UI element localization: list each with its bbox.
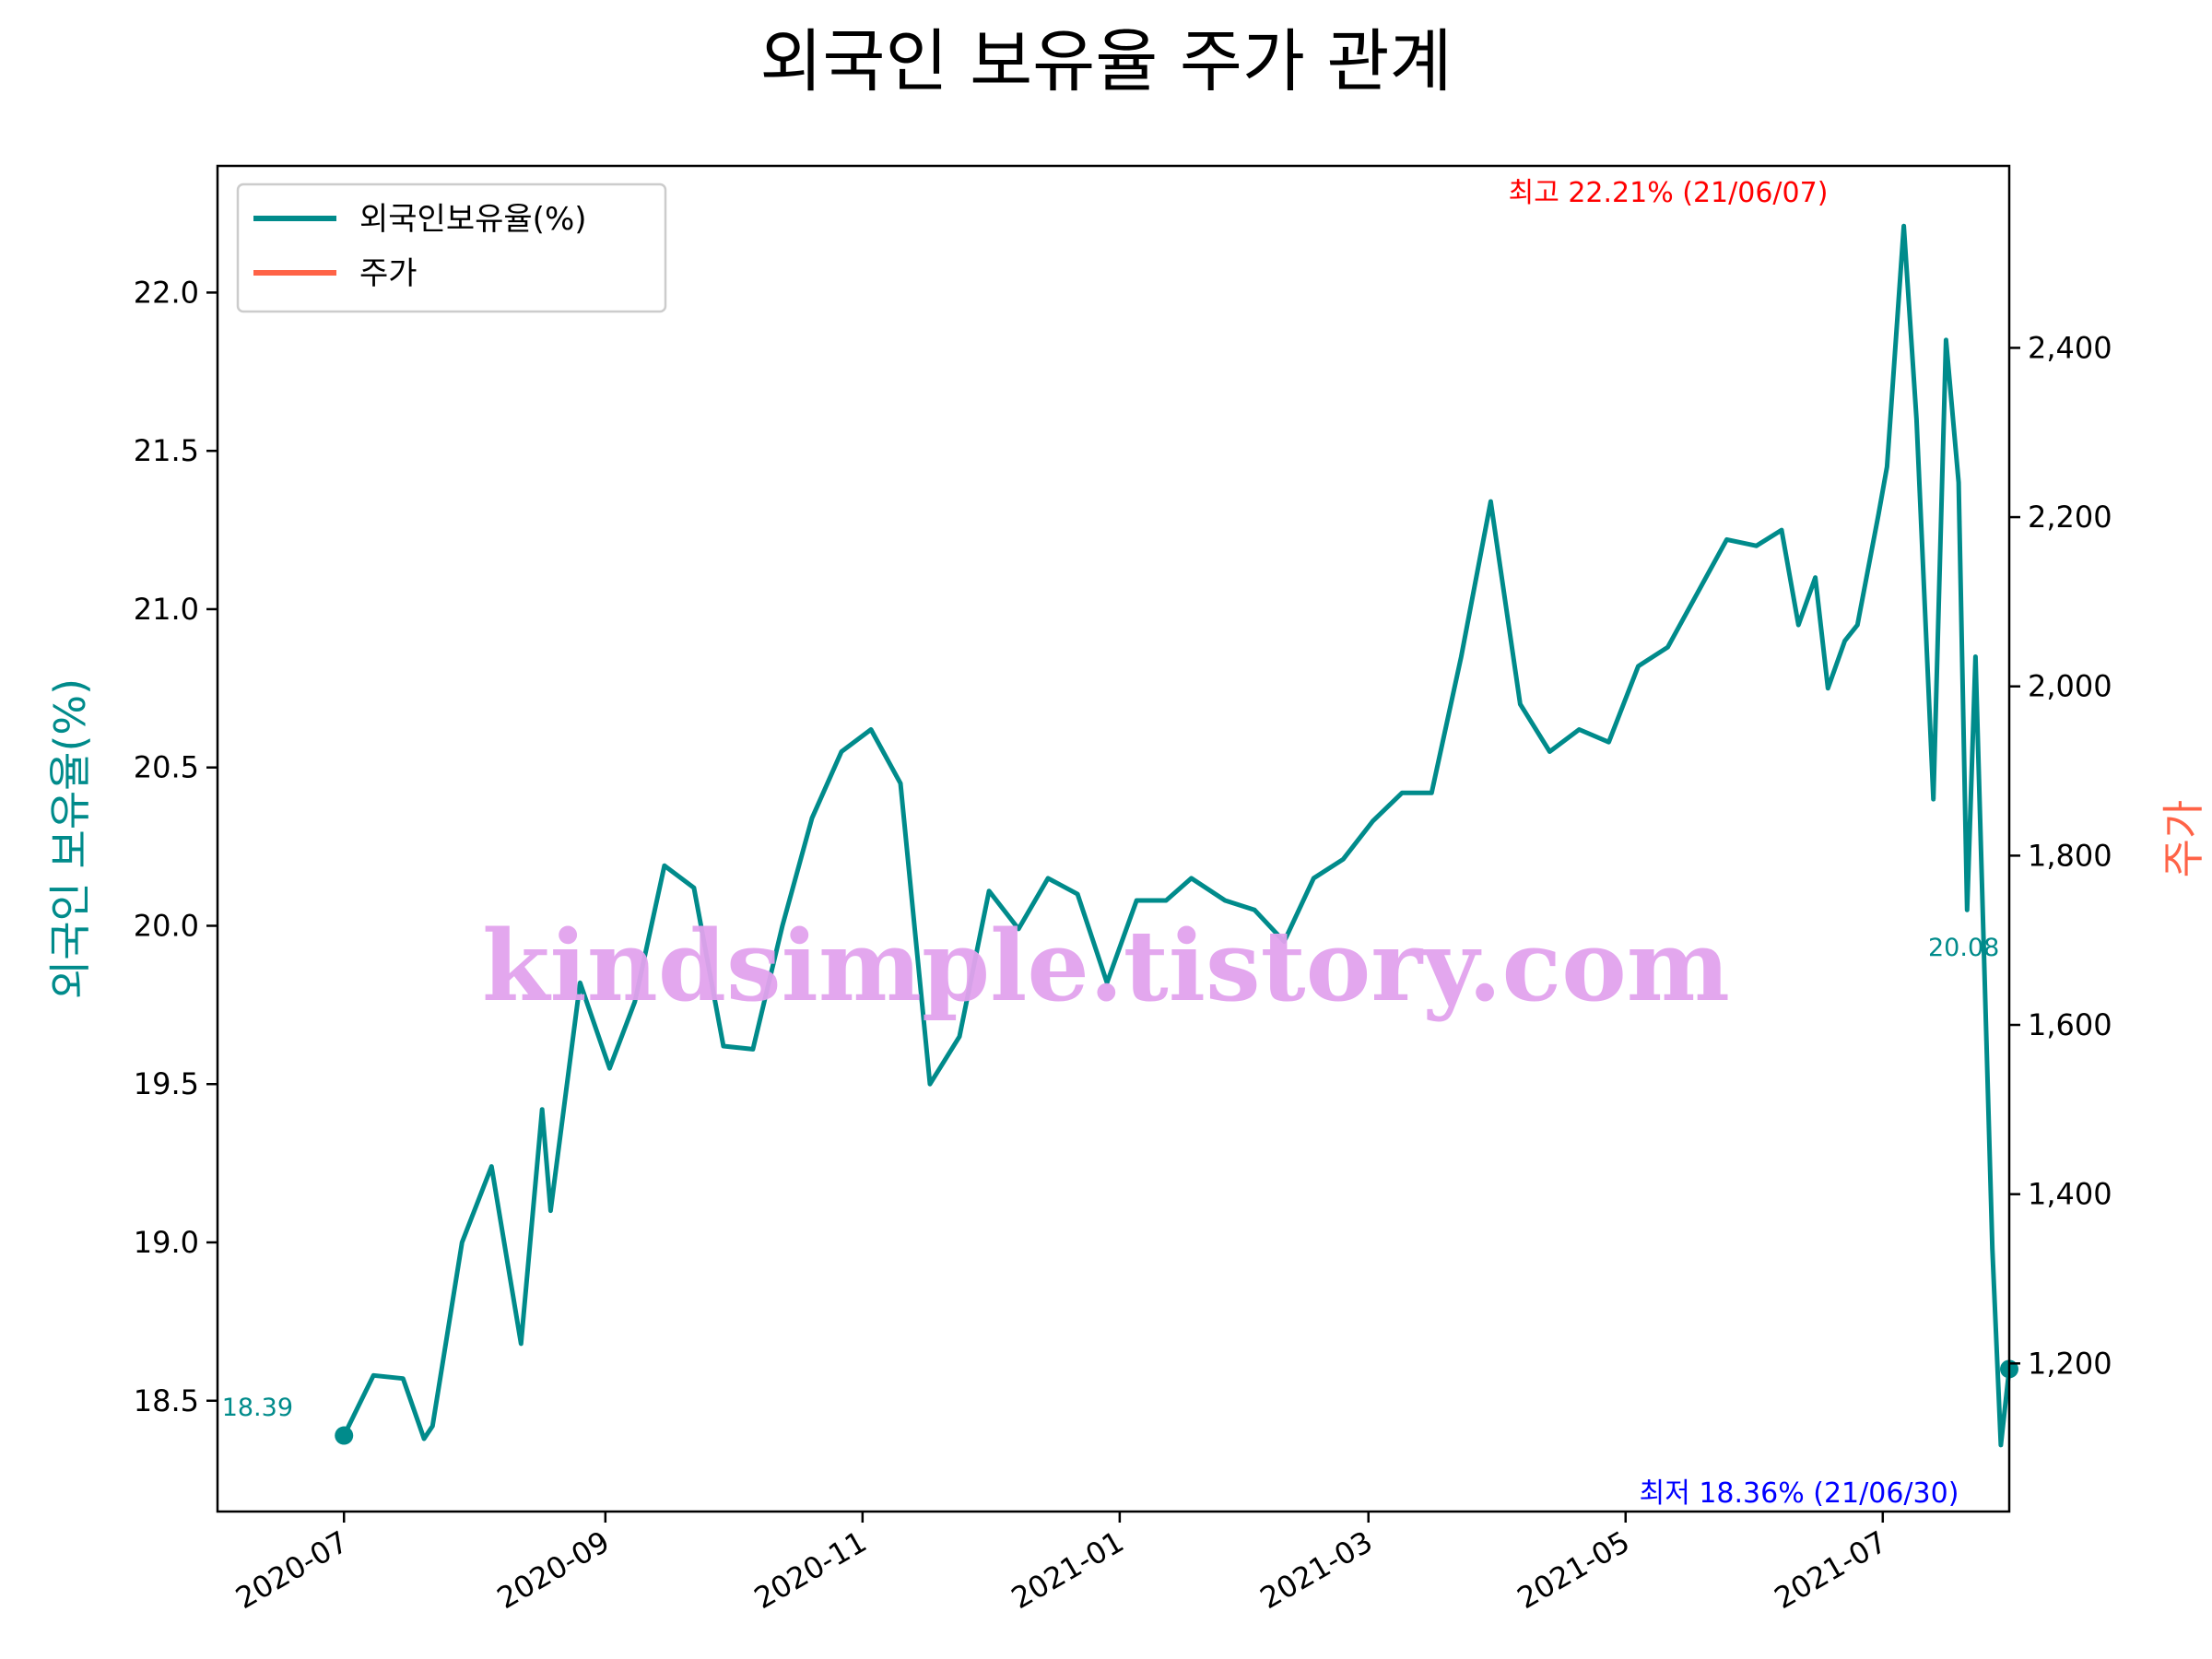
x-tick-label: 2021-01 [1006, 1524, 1130, 1616]
x-tick-label: 2021-05 [1512, 1524, 1636, 1616]
legend-label-ratio: 외국인보유율(%) [359, 201, 587, 238]
y-right-tick-label: 1,200 [2028, 1346, 2112, 1381]
y-right-tick-label: 2,200 [2028, 500, 2112, 535]
series-line-ratio [341, 223, 2012, 1448]
x-tick-label: 2021-03 [1254, 1524, 1379, 1616]
y-left-tick-label: 19.5 [134, 1066, 199, 1101]
y-right-tick-label: 2,000 [2028, 669, 2112, 704]
y-left-tick-label: 20.5 [134, 750, 199, 785]
x-axis: 2020-07 2020-09 2020-11 2021-01 2021-03 2021-… [229, 1512, 1893, 1616]
y-right-tick-label: 1,800 [2028, 838, 2112, 873]
y-left-tick-label: 21.0 [134, 592, 199, 627]
y-axis-left: 18.5 19.0 19.5 20.0 20.5 21.0 21.5 22.0 [134, 275, 218, 1418]
y-right-tick-label: 1,600 [2028, 1007, 2112, 1042]
x-tick-label: 2020-09 [491, 1524, 616, 1616]
x-tick-label: 2021-07 [1769, 1524, 1893, 1616]
y-left-tick-label: 21.5 [134, 433, 199, 468]
series-layer [335, 223, 2018, 1448]
legend-label-price: 주가 [359, 255, 418, 292]
y-right-tick-label: 1,400 [2028, 1177, 2112, 1212]
chart-title: 외국인 보유율 주가 관계 [759, 22, 1452, 101]
watermark: kindsimple.tistory.com [482, 908, 1730, 1023]
max-annotation: 최고 22.21% (21/06/07) [1509, 177, 1829, 209]
start-value-label: 18.39 [222, 1394, 293, 1422]
legend-box [236, 182, 667, 313]
x-tick-label: 2020-07 [229, 1524, 354, 1616]
legend: 외국인보유율(%) 주가 [236, 182, 667, 313]
min-annotation: 최저 18.36% (21/06/30) [1640, 1477, 1959, 1510]
y-right-tick-label: 2,400 [2028, 330, 2112, 365]
y-axis-right: 1,200 1,400 1,600 1,800 2,000 2,200 2,400 [2009, 330, 2112, 1381]
y-left-tick-label: 22.0 [134, 275, 199, 310]
y-left-tick-label: 19.0 [134, 1225, 199, 1260]
end-value-label: 20.08 [1928, 934, 1999, 962]
y-axis-right-label: 주가 [2159, 800, 2208, 878]
y-left-tick-label: 18.5 [134, 1383, 199, 1418]
start-point-marker [335, 1426, 354, 1445]
plot-frame [216, 164, 2011, 1513]
y-left-tick-label: 20.0 [134, 908, 199, 943]
x-tick-label: 2020-11 [748, 1524, 873, 1616]
y-axis-left-label: 외국인 보유율(%) [45, 678, 95, 999]
